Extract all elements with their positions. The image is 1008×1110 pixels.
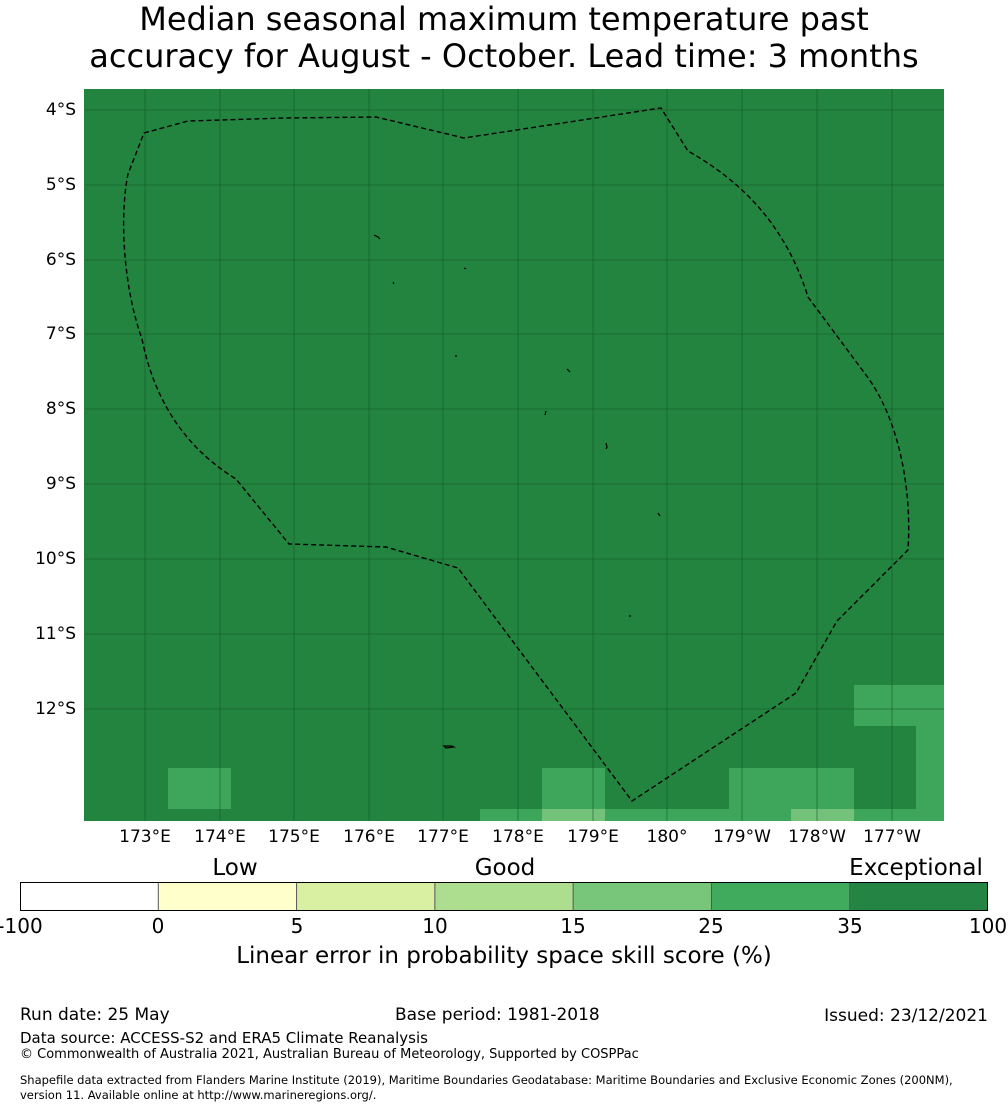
colorbar-swatch <box>434 882 574 911</box>
colorbar-tick: 5 <box>290 914 304 938</box>
eez-boundary <box>122 107 910 802</box>
lon-label: 176°E <box>343 827 395 847</box>
colorbar-tick: 10 <box>422 914 448 938</box>
skill-cell <box>542 768 605 809</box>
lat-label: 5°S <box>45 175 76 195</box>
island <box>442 745 457 749</box>
base-period: Base period: 1981-2018 <box>395 1005 600 1025</box>
lat-label: 6°S <box>45 250 76 270</box>
skill-cell <box>916 726 944 821</box>
colorbar-category-exceptional: Exceptional <box>849 855 983 881</box>
colorbar-category-low: Low <box>212 855 258 881</box>
lat-label: 7°S <box>45 324 76 344</box>
skill-cell <box>791 809 854 821</box>
island <box>566 368 571 373</box>
island <box>605 442 608 450</box>
lon-label: 178°W <box>788 827 846 847</box>
lon-label: 177°E <box>417 827 469 847</box>
colorbar <box>20 882 988 911</box>
skill-cell <box>542 809 605 821</box>
run-date: Run date: 25 May <box>20 1005 170 1025</box>
chart-title-line-2: accuracy for August - October. Lead time… <box>89 37 919 75</box>
copyright-notice: © Commonwealth of Australia 2021, Austra… <box>20 1047 639 1062</box>
island <box>544 410 547 416</box>
lon-label: 177°W <box>863 827 921 847</box>
lon-label: 174°E <box>194 827 246 847</box>
lon-label: 179°W <box>713 827 771 847</box>
lon-label: 178°E <box>492 827 544 847</box>
issued-date: Issued: 23/12/2021 <box>824 1006 988 1026</box>
lon-label: 173°E <box>119 827 171 847</box>
shapefile-credit-line-2: version 11. Available online at http://w… <box>20 1088 377 1102</box>
colorbar-swatch <box>158 882 298 911</box>
skill-cell <box>480 809 542 821</box>
lat-label: 12°S <box>35 699 76 719</box>
island <box>392 281 395 285</box>
colorbar-swatch <box>20 882 159 911</box>
map-background-exceptional <box>84 89 944 821</box>
colorbar-swatch <box>573 882 712 911</box>
lat-label: 11°S <box>35 624 76 644</box>
colorbar-frame <box>20 882 988 911</box>
colorbar-tick: 15 <box>560 914 586 938</box>
skill-cell <box>168 768 231 809</box>
colorbar-category-good: Good <box>474 855 536 881</box>
shapefile-credit-line-1: Shapefile data extracted from Flanders M… <box>20 1073 953 1087</box>
colorbar-tick: -100 <box>0 914 43 938</box>
colorbar-swatch <box>296 882 436 911</box>
colorbar-tick: 25 <box>698 914 724 938</box>
skill-cell <box>854 809 916 821</box>
skill-map <box>84 89 944 821</box>
colorbar-swatch <box>711 882 851 911</box>
skill-cell <box>854 685 944 726</box>
lon-label: 175°E <box>268 827 320 847</box>
colorbar-tick: 35 <box>837 914 863 938</box>
colorbar-label: Linear error in probability space skill … <box>236 943 772 969</box>
lon-label: 180° <box>646 827 688 847</box>
island <box>373 234 381 240</box>
chart-title-line-1: Median seasonal maximum temperature past <box>139 0 869 38</box>
islands <box>373 234 661 749</box>
map-gridlines <box>84 89 944 821</box>
lat-label: 8°S <box>45 399 76 419</box>
island <box>463 267 467 270</box>
colorbar-tick: 0 <box>151 914 165 938</box>
lat-label: 9°S <box>45 474 76 494</box>
colorbar-swatch <box>849 882 988 911</box>
island <box>657 512 661 517</box>
lon-label: 179°E <box>567 827 619 847</box>
data-source: Data source: ACCESS-S2 and ERA5 Climate … <box>20 1029 428 1047</box>
skill-cells <box>168 685 944 821</box>
lat-label: 10°S <box>35 549 76 569</box>
colorbar-tick: 100 <box>968 914 1008 938</box>
lat-label: 4°S <box>45 100 76 120</box>
